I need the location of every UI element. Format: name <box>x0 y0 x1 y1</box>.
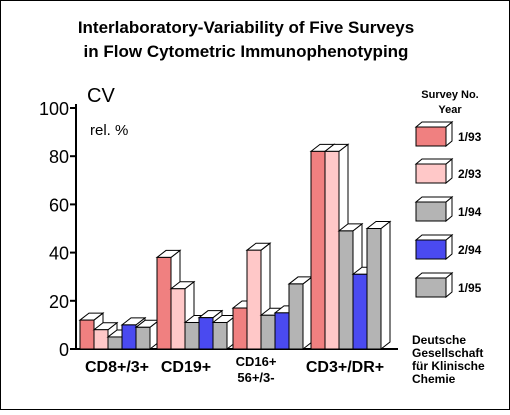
legend-swatch-top <box>414 196 454 203</box>
legend-swatch-top <box>414 121 454 128</box>
bar <box>184 321 200 350</box>
bar <box>310 150 326 350</box>
legend: 1/93 2/93 1/94 2/94 1/95 <box>414 120 482 299</box>
x-tick-label: CD8+/3+ <box>85 359 149 376</box>
legend-swatch-top <box>414 158 454 165</box>
chart-title-line-2: in Flow Cytometric Immunophenotyping <box>84 42 409 61</box>
legend-label: 2/93 <box>458 167 482 181</box>
bar <box>121 324 137 350</box>
legend-swatch <box>415 239 447 260</box>
legend-swatch <box>415 277 447 298</box>
legend-swatch-top <box>414 234 454 241</box>
bar <box>338 230 354 350</box>
bar <box>260 314 276 350</box>
legend-swatch <box>415 126 447 147</box>
bar <box>366 228 382 350</box>
x-tick-label: CD19+ <box>161 359 211 376</box>
y-tick-label: 80 <box>49 147 69 167</box>
legend-label: 1/94 <box>458 205 482 219</box>
y-tick-label: 0 <box>59 340 69 360</box>
bar <box>156 256 172 350</box>
legend-label: 1/93 <box>458 130 482 144</box>
bar <box>352 273 368 350</box>
bar <box>324 150 340 350</box>
y-tick-label: 100 <box>39 99 69 119</box>
bar <box>198 317 214 350</box>
bar <box>274 312 290 350</box>
y-tick-label: 20 <box>49 292 69 312</box>
bar <box>135 326 151 350</box>
legend-label: 1/95 <box>458 281 482 295</box>
legend-title-line-2: Year <box>438 104 462 116</box>
plot-area: 0 20 40 60 80 100 CD8+/3+ CD19+ CD16+56+/3- CD3+/… <box>39 99 398 385</box>
bar <box>107 336 123 350</box>
bar-side-face <box>380 220 391 351</box>
legend-label: 2/94 <box>458 243 482 257</box>
bar <box>246 249 262 350</box>
credit-line-4: Chemie <box>412 372 456 386</box>
bar <box>93 329 109 350</box>
chart-title-line-1: Interlaboratory-Variability of Five Surv… <box>78 18 414 37</box>
credit-line-2: Gesellschaft <box>412 346 483 360</box>
y-tick-label: 60 <box>49 195 69 215</box>
credit-line-1: Deutsche <box>412 333 466 347</box>
y-tick-label: 40 <box>49 244 69 264</box>
legend-swatch <box>415 163 447 184</box>
credit-line-3: für Klinische <box>412 359 485 373</box>
bar <box>232 307 248 350</box>
bar <box>79 319 95 350</box>
legend-swatch-top <box>414 272 454 279</box>
legend-swatch <box>415 201 447 222</box>
x-tick-label: CD16+ <box>236 354 277 369</box>
bar <box>212 321 228 350</box>
bar <box>170 288 186 350</box>
bar <box>288 283 304 350</box>
unit-label: rel. % <box>90 122 128 139</box>
x-tick-label: CD3+/DR+ <box>306 359 384 376</box>
legend-title-line-1: Survey No. <box>421 89 478 101</box>
y-axis-label: CV <box>87 85 115 107</box>
x-tick-label: 56+/3- <box>237 370 274 385</box>
